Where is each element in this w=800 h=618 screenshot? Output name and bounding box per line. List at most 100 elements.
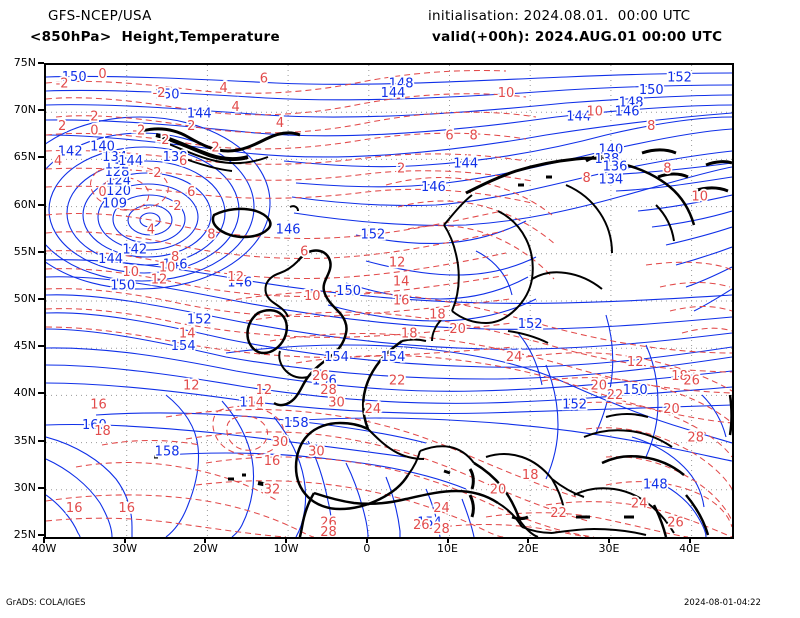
contour-label: 4 <box>147 223 155 238</box>
contour-label-halo: 22 <box>607 388 624 403</box>
contour-label-halo: 12 <box>183 379 200 394</box>
contour-label-halo: 144 <box>453 157 478 172</box>
contour-label-halo: 30 <box>272 435 289 450</box>
contour-label-halo: 150 <box>336 284 361 299</box>
contour-label: 140 <box>598 143 623 158</box>
contour-label-halo: 146 <box>615 105 640 120</box>
contour-label: 138 <box>163 150 188 165</box>
contour-label: 2 <box>187 119 195 134</box>
contour-label: 22 <box>389 374 406 389</box>
y-axis-tick-label: 50N <box>13 292 36 305</box>
contour-label-halo: 140 <box>598 143 623 158</box>
contour-label-halo: 150 <box>623 383 648 398</box>
x-axis-tick <box>365 537 368 543</box>
level-field-title: <850hPa> Height,Temperature <box>30 29 280 45</box>
contour-label: 152 <box>667 71 692 86</box>
x-axis-tick-label: 10W <box>273 542 299 555</box>
contour-label-halo: 8 <box>663 161 671 176</box>
contour-label: 12 <box>627 355 644 370</box>
contour-label: 6 <box>300 244 308 259</box>
contour-label: 28 <box>687 430 704 445</box>
contour-label-halo: 6 <box>300 244 308 259</box>
initialisation-time: initialisation: 2024.08.01. 00:00 UTC <box>428 8 691 24</box>
contour-label-halo: 152 <box>187 312 212 327</box>
contour-label: 132 <box>105 158 130 173</box>
contour-label: 18 <box>671 369 688 384</box>
contour-label: 26 <box>413 518 430 533</box>
contour-label-halo: 10 <box>122 265 139 280</box>
y-axis-tick-label: 60N <box>13 197 36 211</box>
contour-label: 10 <box>587 105 604 120</box>
contour-label: 144 <box>381 86 406 101</box>
contour-label: 12 <box>256 383 273 398</box>
y-axis-tick <box>38 534 44 536</box>
temperature-contours <box>46 69 732 537</box>
contour-label: 148 <box>389 76 414 91</box>
contour-label: 12 <box>183 379 200 394</box>
contour-label-halo: 6 <box>260 72 268 87</box>
contour-label: 26 <box>667 515 684 530</box>
contour-label: 148 <box>643 478 668 493</box>
contour-label-halo: 0 <box>90 124 98 139</box>
contour-label-halo: 158 <box>155 445 180 460</box>
contour-label-halo: 144 <box>118 154 143 169</box>
contour-label: 150 <box>155 88 180 103</box>
contour-label-halo: 2 <box>187 119 195 134</box>
contour-label-halo: 18 <box>401 327 418 342</box>
contour-label-halo: 10 <box>498 86 515 101</box>
contour-label: 136 <box>603 160 628 175</box>
contour-label: -2 <box>157 133 170 148</box>
contour-label: 14 <box>248 396 265 411</box>
contour-label: 18 <box>429 308 446 323</box>
x-axis-tick-label: 30W <box>112 542 138 555</box>
contour-label: 8 <box>663 161 671 176</box>
contour-label-halo: 24 <box>433 501 450 516</box>
contour-label: 144 <box>566 109 591 124</box>
contour-label: 16 <box>393 294 410 309</box>
contour-label: 16 <box>66 501 83 516</box>
contour-label-halo: 16 <box>393 294 410 309</box>
contour-label: 22 <box>607 388 624 403</box>
contour-label-halo: 138 <box>163 150 188 165</box>
contour-label-halo: 18 <box>429 308 446 323</box>
contour-label-halo: 26 <box>667 515 684 530</box>
contour-label: 150 <box>62 70 87 85</box>
contour-label-halo: 16 <box>90 397 107 412</box>
x-axis-tick-label: 30E <box>598 542 620 555</box>
contour-label-halo: 12 <box>227 270 244 285</box>
contour-label-halo: 14 <box>248 396 265 411</box>
contour-label: 12 <box>227 270 244 285</box>
contour-label: 16 <box>264 454 281 469</box>
contour-label: 156 <box>239 396 264 411</box>
contour-label-halo: 8 <box>207 227 215 242</box>
contour-label: 4 <box>219 81 227 96</box>
contour-label: 154 <box>381 350 406 365</box>
contour-label-halo: 138 <box>594 152 619 167</box>
contour-label: 160 <box>82 418 107 433</box>
y-axis-tick-label: 25N <box>13 528 36 541</box>
contour-label-halo: 146 <box>421 180 446 195</box>
contour-label: 10 <box>304 289 321 304</box>
contour-label-halo: 8 <box>647 119 655 134</box>
contour-label-halo: 154 <box>324 350 349 365</box>
contour-label: 2 <box>58 119 66 134</box>
x-axis-tick <box>688 537 691 543</box>
contour-label-halo: -2 <box>153 86 166 101</box>
contour-label-halo: -2 <box>132 124 145 139</box>
contour-label: 6 <box>260 72 268 87</box>
contour-label: 28 <box>433 522 450 537</box>
x-axis-tick-label: 10E <box>437 542 458 555</box>
contour-label-halo: 28 <box>687 430 704 445</box>
contour-label: 12 <box>389 256 406 271</box>
contour-label-halo: 136 <box>603 160 628 175</box>
y-axis-tick-label: 35N <box>13 433 36 447</box>
contour-label-halo: 18 <box>94 424 111 439</box>
grads-source-label: GrADS: COLA/IGES <box>6 598 86 608</box>
contour-label-halo: 150 <box>110 278 135 293</box>
y-axis-tick <box>38 62 44 64</box>
contour-label: 2 <box>90 109 98 124</box>
contour-label-halo: 4 <box>147 223 155 238</box>
contour-label-halo: 20 <box>490 482 507 497</box>
